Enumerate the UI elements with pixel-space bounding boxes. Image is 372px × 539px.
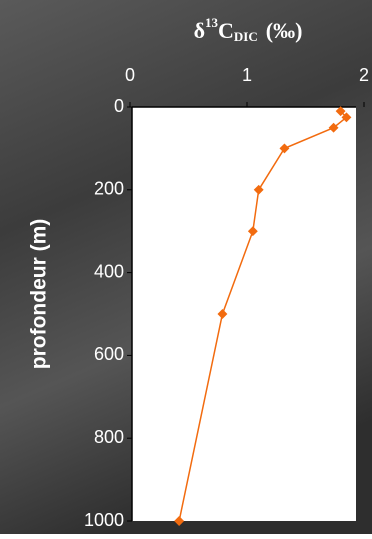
y-tick-label: 800 (94, 427, 124, 447)
chart: δ13CDIC (‰) profondeur (m) 0 1 2 0 200 400 600 8… (0, 0, 372, 534)
y-tick-label: 1000 (84, 510, 124, 530)
x-tick-label: 1 (242, 65, 252, 85)
y-tick-label: 0 (114, 96, 124, 116)
x-tick-label: 2 (359, 65, 369, 85)
x-tick-label: 0 (125, 65, 135, 85)
title-part: 13 (205, 15, 219, 30)
plot-area (132, 107, 356, 521)
y-tick-label: 400 (94, 261, 124, 281)
title-part: C (218, 18, 234, 43)
y-axis-label: profondeur (m) (28, 219, 51, 369)
y-tick-label: 200 (94, 179, 124, 199)
title-part: δ (194, 18, 205, 43)
y-tick-label: 600 (94, 344, 124, 364)
title-part: (‰) (266, 18, 303, 43)
title-part: DIC (234, 29, 258, 44)
